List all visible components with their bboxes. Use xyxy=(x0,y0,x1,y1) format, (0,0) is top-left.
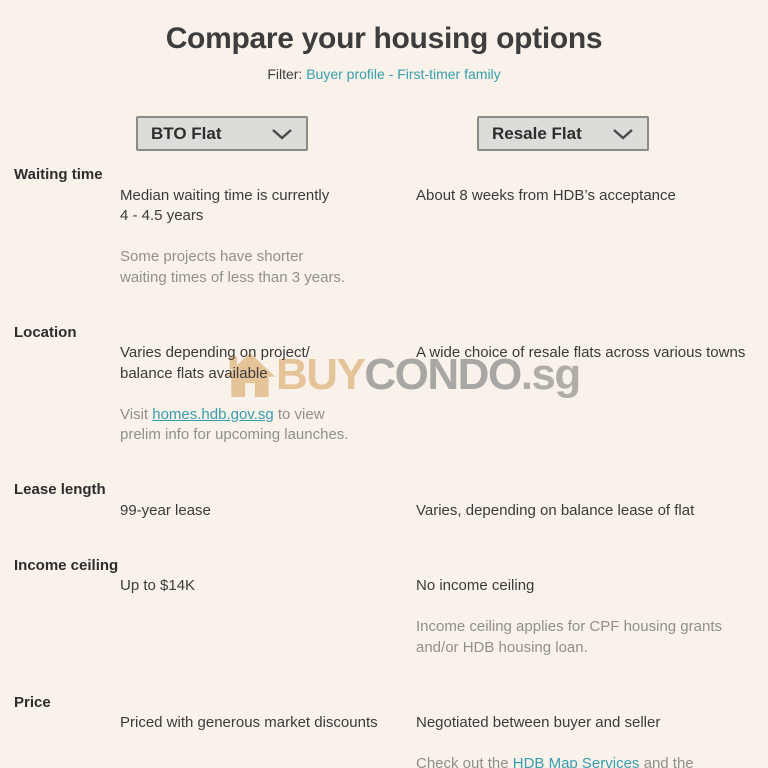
row-label: Income ceiling xyxy=(14,556,119,574)
row-label: Waiting time xyxy=(14,166,103,183)
chevron-down-icon xyxy=(271,128,293,140)
bto-flat-dropdown[interactable]: BTO Flat xyxy=(136,116,308,151)
resale-price-main: Negotiated between buyer and seller xyxy=(416,714,661,731)
row-lease-length: Lease length 99-year lease Varies, depen… xyxy=(0,472,768,548)
resale-income-sub: Income ceiling applies for CPF housing g… xyxy=(416,618,722,656)
filter-label: Filter: xyxy=(267,66,303,82)
row-label: Location xyxy=(14,323,77,341)
row-label: Price xyxy=(14,693,51,711)
row-location: Location Varies depending on project/ ba… xyxy=(0,315,768,473)
row-price: Price Priced with generous market discou… xyxy=(0,685,768,768)
page-title: Compare your housing options xyxy=(165,22,603,55)
page-header: Compare your housing options Filter: Buy… xyxy=(0,0,768,82)
bto-location-main: Varies depending on project/ balance fla… xyxy=(120,344,310,382)
resale-lease-main: Varies, depending on balance lease of fl… xyxy=(416,501,695,519)
resale-dropdown-label: Resale Flat xyxy=(492,123,582,143)
hdb-map-services-link[interactable]: HDB Map Services xyxy=(512,755,640,768)
bto-dropdown-label: BTO Flat xyxy=(151,123,222,143)
bto-lease-main: 99-year lease xyxy=(120,501,211,519)
homes-hdb-link[interactable]: homes.hdb.gov.sg xyxy=(152,405,274,423)
price-sub-mid: and the xyxy=(643,755,694,768)
bto-waiting-sub: Some projects have shorter waiting times… xyxy=(120,248,346,286)
resale-price-sub: Check out the HDB Map Services and the r… xyxy=(416,754,754,768)
resale-income-main: No income ceiling xyxy=(416,577,535,594)
resale-waiting-main: About 8 weeks from HDB’s acceptance xyxy=(416,186,676,204)
resale-flat-dropdown[interactable]: Resale Flat xyxy=(477,116,649,151)
resale-location-main: A wide choice of resale flats across var… xyxy=(416,344,746,361)
column-header-row: BTO Flat Resale Flat xyxy=(0,98,768,157)
row-label: Lease length xyxy=(14,481,106,498)
location-sub-post: to view prelim info for upcoming launche… xyxy=(120,405,349,444)
chevron-down-icon xyxy=(612,128,634,140)
row-waiting-time: Waiting time Median waiting time is curr… xyxy=(0,157,768,315)
bto-waiting-main: Median waiting time is currently 4 - 4.5… xyxy=(120,186,330,225)
location-sub-pre: Visit xyxy=(120,405,153,423)
label-spacer xyxy=(14,116,120,151)
filter-line: Filter: Buyer profile - First-timer fami… xyxy=(0,66,768,82)
bto-location-sub: Visit homes.hdb.gov.sg to view prelim in… xyxy=(120,405,398,446)
row-income-ceiling: Income ceiling Up to $14K No income ceil… xyxy=(0,548,768,685)
filter-value[interactable]: Buyer profile - First-timer family xyxy=(306,66,501,82)
bto-income-main: Up to $14K xyxy=(120,577,196,594)
bto-price-main: Priced with generous market discounts xyxy=(120,714,378,731)
price-sub-pre: Check out the xyxy=(416,755,513,768)
